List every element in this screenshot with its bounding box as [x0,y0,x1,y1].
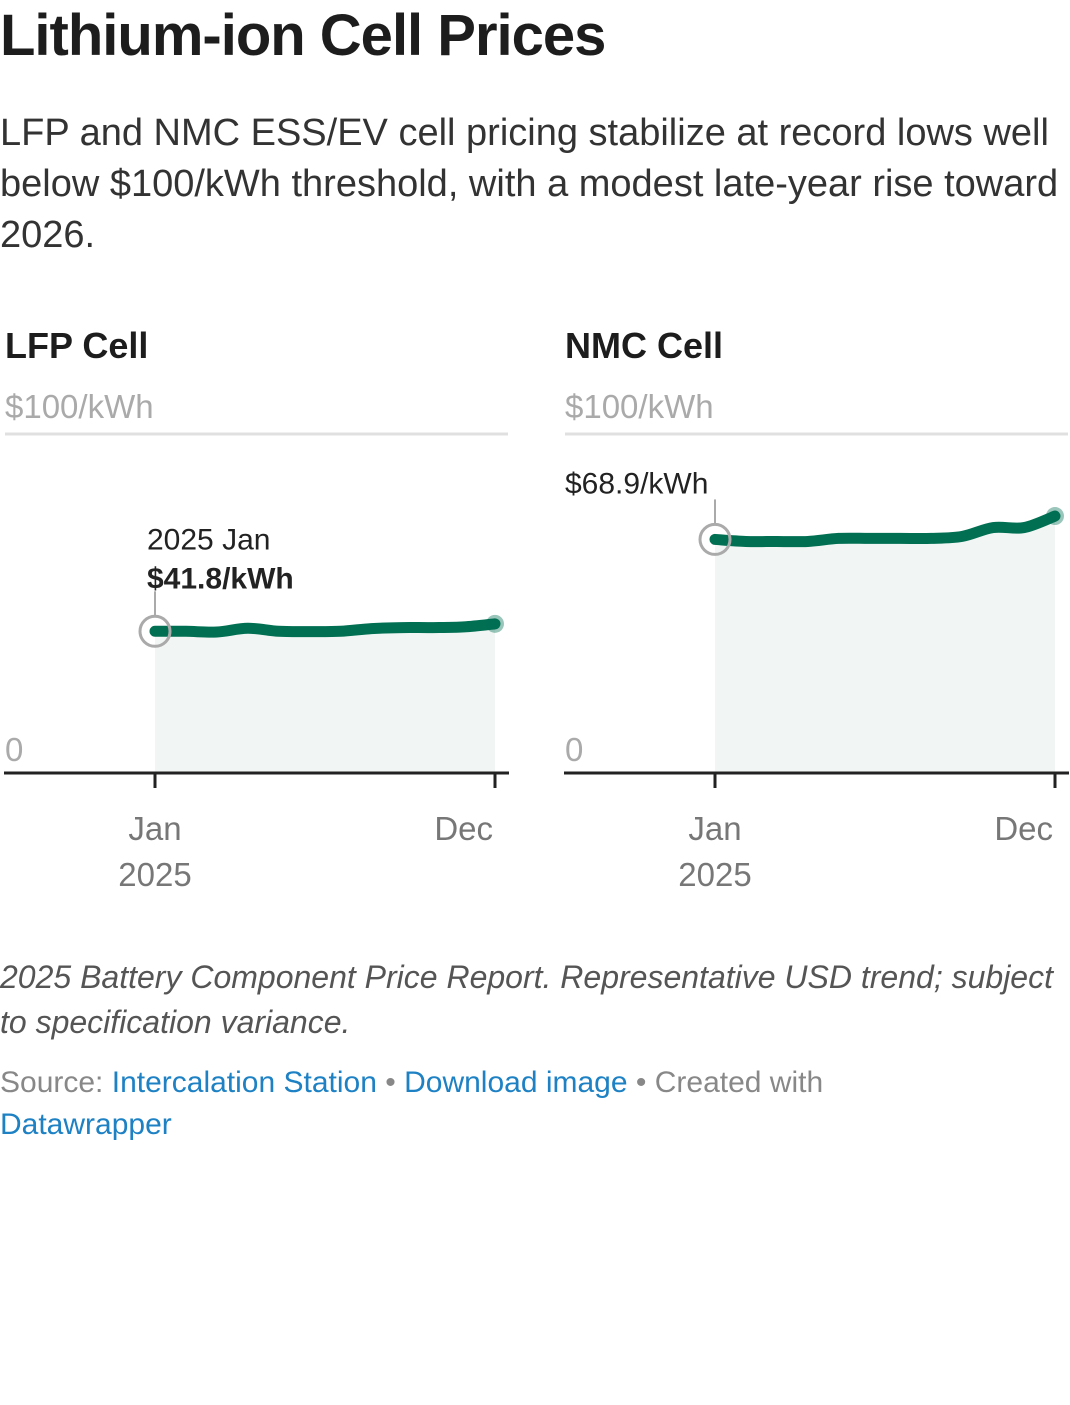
chart-svg: $100/kWh 0 Jan 2025 Dec 2025 Jan $41.8/kWh [4,388,509,893]
x-tick-label: Dec [994,810,1053,847]
chart-title: Lithium-ion Cell Prices [0,3,606,68]
end-point-marker [1046,507,1064,526]
chart-notes: 2025 Battery Component Price Report. Rep… [0,959,1053,1040]
panel-title: NMC Cell [565,325,724,366]
chart-svg: $100/kWh 0 Jan 2025 Dec $68.9/kWh [564,388,1069,893]
y-tick-label: 0 [565,731,583,768]
area-fill [155,623,495,773]
end-point-marker [486,614,504,633]
x-tick-sublabel: 2025 [118,856,191,893]
datawrapper-link[interactable]: Datawrapper [0,1108,172,1141]
lfp-panel: LFP Cell $100/kWh 0 Jan 2025 Dec 2025 Jan $41.… [0,320,509,910]
series-line [709,510,1061,548]
x-tick-sublabel: 2025 [678,856,751,893]
y-tick-label: 0 [5,731,23,768]
x-tick-label: Jan [128,810,181,847]
y-tick-label: $100/kWh [565,388,714,425]
annotation-marker [698,522,732,556]
source-line: Source: Intercalation Station • Download… [0,1062,1000,1146]
series-line [149,618,501,638]
x-tick-label: Jan [688,810,741,847]
annotation-date: 2025 Jan [147,523,270,556]
y-tick-label: $100/kWh [5,388,154,425]
separator: • [376,1066,405,1099]
chart-subtitle: LFP and NMC ESS/EV cell pricing stabiliz… [0,112,1059,256]
annotation-value: $68.9/kWh [565,467,708,500]
source-label: Source: [0,1066,112,1099]
annotation-value: $41.8/kWh [147,562,294,595]
nmc-panel: NMC Cell $100/kWh 0 Jan 2025 Dec $68.9/kWh [560,320,1069,910]
created-with: • Created with [627,1066,824,1099]
area-fill [715,516,1055,773]
source-link[interactable]: Intercalation Station [111,1066,377,1099]
panel-title: LFP Cell [5,325,149,366]
x-tick-label: Dec [434,810,493,847]
download-image-link[interactable]: Download image [404,1066,628,1099]
